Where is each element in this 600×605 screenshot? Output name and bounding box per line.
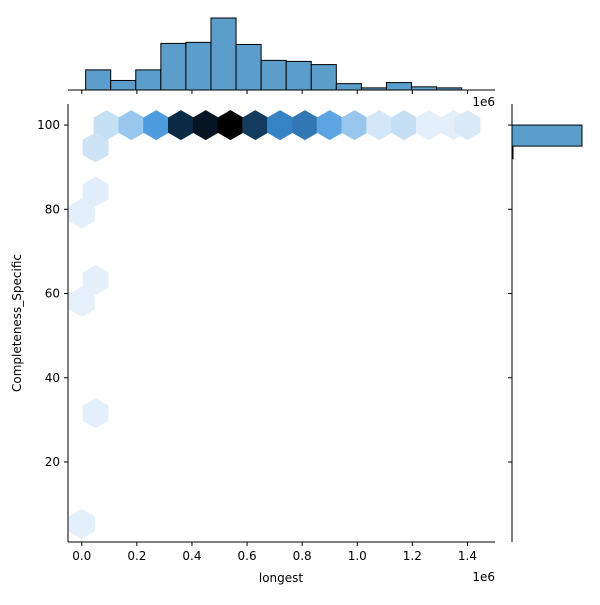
y-tick-label-4: 100: [37, 118, 60, 132]
x-tick-label-3: 0.6: [238, 549, 257, 563]
hexbin-cell-10: [341, 110, 368, 141]
marginal-x-bar-8: [285, 60, 312, 91]
hexbin-cell-5: [217, 110, 244, 141]
hexbin-cell-22: [68, 508, 95, 539]
main-axes: 0.0 0.2 0.4 0.6 0.8 1.0 1.2 1.4 20 40 60 80 100: [37, 104, 495, 563]
hexbin-cell-20: [68, 286, 95, 317]
marginal-x-histogram: [68, 17, 495, 94]
x-tick-label-2: 0.4: [182, 549, 201, 563]
y-tick-label-3: 80: [45, 202, 60, 216]
x-tick-label-4: 0.8: [293, 549, 312, 563]
hexbin-cell-1: [118, 110, 145, 141]
marginal-y-histogram: [508, 104, 583, 542]
marginal-x-bar-2: [135, 69, 162, 91]
y-tick-label-2: 60: [45, 287, 60, 301]
hexbin-cell-18: [68, 198, 95, 229]
hexbin-cell-6: [242, 110, 269, 141]
hexbin-cell-0: [93, 110, 120, 141]
hexbin-cell-3: [168, 110, 194, 141]
hexbin-cell-16: [82, 132, 109, 163]
marginal-x-bar-12: [385, 82, 413, 91]
hexbin-cell-17: [82, 176, 109, 207]
x-axis-offset-label: 1e6: [472, 570, 495, 584]
marginal-x-bar-5: [210, 17, 237, 91]
hexbin-cell-15: [454, 110, 481, 141]
marginal-x-bar-4: [185, 41, 212, 91]
hexbin-layer: [68, 110, 481, 539]
marginal-x-bar-7: [260, 59, 287, 91]
marginal-x-offset-label: 1e6: [472, 95, 495, 109]
marginal-x-bar-0: [85, 69, 112, 91]
x-tick-label-5: 1.0: [348, 549, 367, 563]
hexbin-cell-8: [291, 110, 318, 141]
marginal-y-bar-0: [511, 124, 583, 147]
hexbin-cell-19: [82, 265, 109, 295]
y-axis-label: Completeness_Specific: [10, 254, 24, 392]
hexbin-cell-9: [316, 110, 343, 141]
x-axis-label: longest: [259, 571, 304, 585]
hexbin-cell-12: [391, 110, 418, 141]
y-tick-label-1: 40: [45, 371, 60, 385]
marginal-x-bar-10: [335, 83, 362, 91]
marginal-x-bar-9: [310, 64, 337, 91]
x-tick-label-1: 0.2: [127, 549, 146, 563]
marginal-x-bar-3: [160, 42, 187, 91]
hexbin-cell-4: [192, 110, 219, 141]
x-tick-label-6: 1.2: [403, 549, 422, 563]
hexbin-cell-7: [267, 110, 294, 141]
hexbin-cell-21: [82, 398, 109, 429]
x-tick-label-0: 0.0: [72, 549, 91, 563]
x-tick-label-7: 1.4: [458, 549, 477, 563]
hexbin-cell-2: [143, 110, 170, 141]
marginal-x-bar-6: [235, 43, 262, 91]
y-tick-label-0: 20: [45, 455, 60, 469]
marginal-x-bar-1: [110, 79, 137, 91]
hexbin-cell-13: [415, 110, 442, 141]
hexbin-cell-11: [366, 110, 393, 141]
